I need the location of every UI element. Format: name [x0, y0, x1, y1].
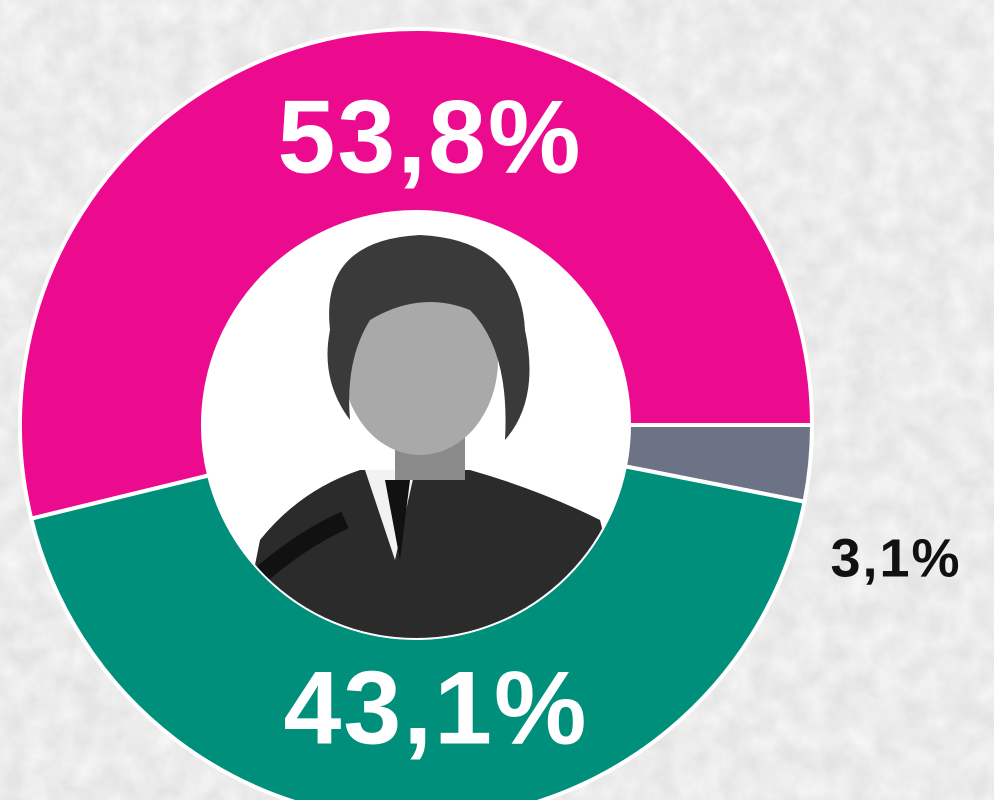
- labels: 53,8% 43,1% 3,1%: [278, 79, 961, 766]
- value-label: 53,8%: [278, 79, 583, 195]
- value-label: 3,1%: [830, 528, 961, 588]
- portrait: [203, 212, 629, 638]
- value-label: 43,1%: [284, 650, 589, 766]
